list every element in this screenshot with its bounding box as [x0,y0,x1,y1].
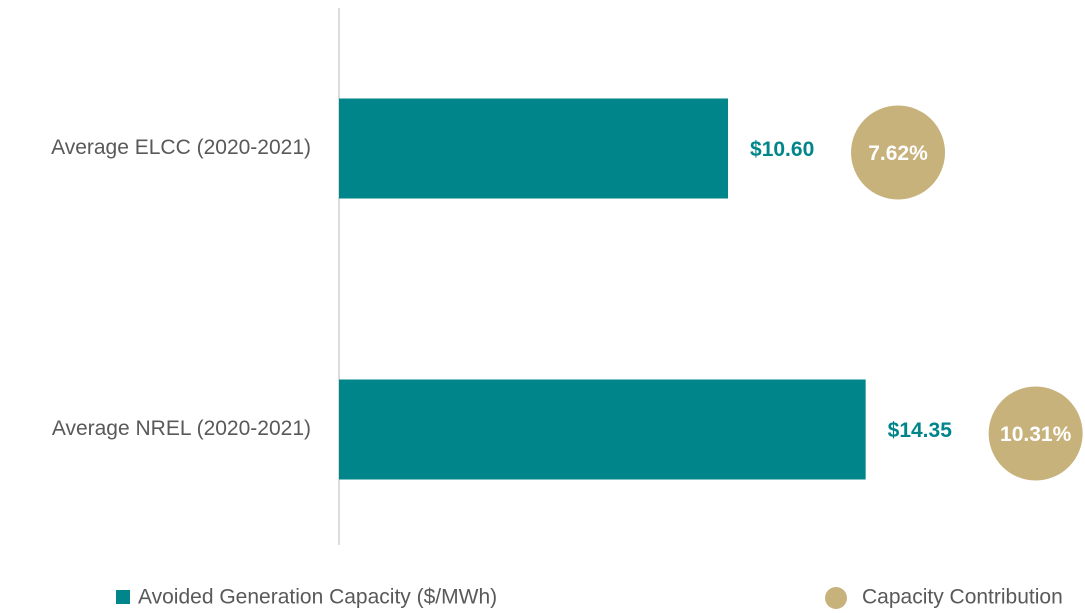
legend-swatch [825,587,847,609]
bar [339,98,729,199]
legend-label: Capacity Contribution [862,586,1063,609]
bubble-value-label: 10.31% [1000,423,1072,446]
y-tick-label: Average ELCC (2020-2021) [51,136,311,159]
bubble-value-label: 7.62% [868,142,928,165]
legend-label: Avoided Generation Capacity ($/MWh) [138,586,497,609]
bubble [988,386,1083,481]
y-tick-label: Average NREL (2020-2021) [52,417,311,440]
bar [339,379,866,480]
legend-swatch [116,590,130,604]
bubble [851,105,946,200]
bar-value-label: $14.35 [888,419,953,442]
bar-value-label: $10.60 [750,138,814,161]
